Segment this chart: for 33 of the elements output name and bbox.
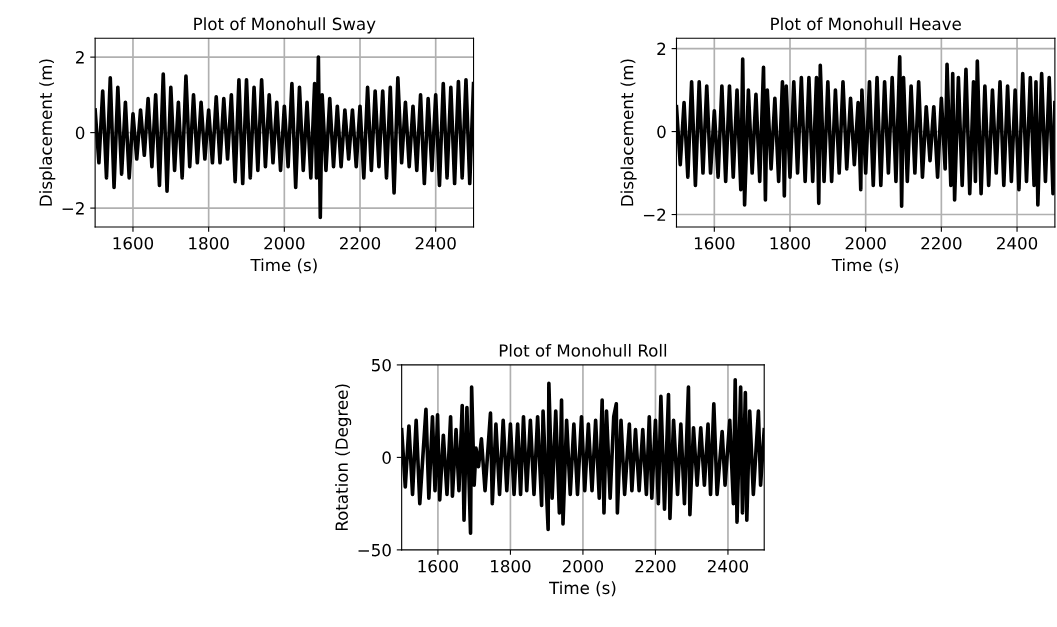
y-tick-label: 2 xyxy=(657,42,666,55)
chart-title: Plot of Monohull Sway xyxy=(194,17,376,34)
x-tick-label: 2400 xyxy=(707,559,749,573)
y-tick-label: 2 xyxy=(76,51,84,64)
x-tick-label: 2400 xyxy=(997,236,1038,250)
y-tick-label: −2 xyxy=(62,202,84,215)
x-tick-label: 2000 xyxy=(264,236,305,250)
x-tick-label: 2000 xyxy=(562,559,604,573)
y-axis-title: Rotation (Degree) xyxy=(335,384,352,531)
x-axis-title: Time (s) xyxy=(250,258,317,274)
x-tick-label: 1800 xyxy=(770,236,811,250)
x-tick-label: 2200 xyxy=(340,236,381,250)
x-tick-label: 2000 xyxy=(845,236,886,250)
x-tick-label: 2200 xyxy=(635,559,676,573)
y-tick-label: 0 xyxy=(75,126,85,140)
x-axis-title: Time (s) xyxy=(549,581,616,597)
chart-title: Plot of Monohull Heave xyxy=(771,17,961,31)
y-tick-label: −2 xyxy=(643,208,666,221)
x-tick-label: 1600 xyxy=(113,236,154,250)
x-tick-label: 1600 xyxy=(418,559,459,573)
x-tick-label: 2400 xyxy=(415,236,456,250)
x-tick-label: 2200 xyxy=(921,236,962,250)
y-tick-label: 0 xyxy=(657,125,666,139)
x-tick-label: 1600 xyxy=(694,236,735,250)
y-tick-label: 50 xyxy=(372,358,391,372)
y-tick-label: −50 xyxy=(358,543,391,557)
x-tick-label: 1800 xyxy=(189,236,229,250)
chart-title: Plot of Monohull Roll xyxy=(499,343,667,357)
x-axis-title: Time (s) xyxy=(831,258,899,274)
y-axis-title: Displacement (m) xyxy=(620,59,637,206)
y-tick-label: 0 xyxy=(382,451,391,464)
y-axis-title: Displacement (m) xyxy=(39,59,56,206)
x-tick-label: 1800 xyxy=(491,559,531,573)
